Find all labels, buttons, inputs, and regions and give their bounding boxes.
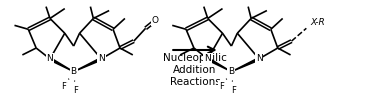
Polygon shape (231, 58, 260, 72)
Text: N: N (46, 54, 53, 63)
Text: F: F (231, 86, 236, 95)
Text: N: N (204, 54, 211, 63)
Polygon shape (50, 58, 74, 72)
Text: B: B (71, 67, 77, 76)
Polygon shape (74, 58, 102, 72)
Text: O: O (152, 16, 159, 25)
Text: N: N (256, 54, 262, 63)
Text: F: F (73, 86, 78, 95)
Text: X-R: X-R (310, 18, 325, 27)
Text: Addition: Addition (173, 65, 217, 75)
Text: Reactions: Reactions (170, 77, 220, 87)
Text: N: N (98, 54, 105, 63)
Polygon shape (207, 58, 231, 72)
Text: F: F (61, 82, 66, 91)
Text: B: B (228, 67, 234, 76)
Text: F: F (219, 82, 224, 91)
Text: Nucleophilic: Nucleophilic (163, 53, 227, 63)
